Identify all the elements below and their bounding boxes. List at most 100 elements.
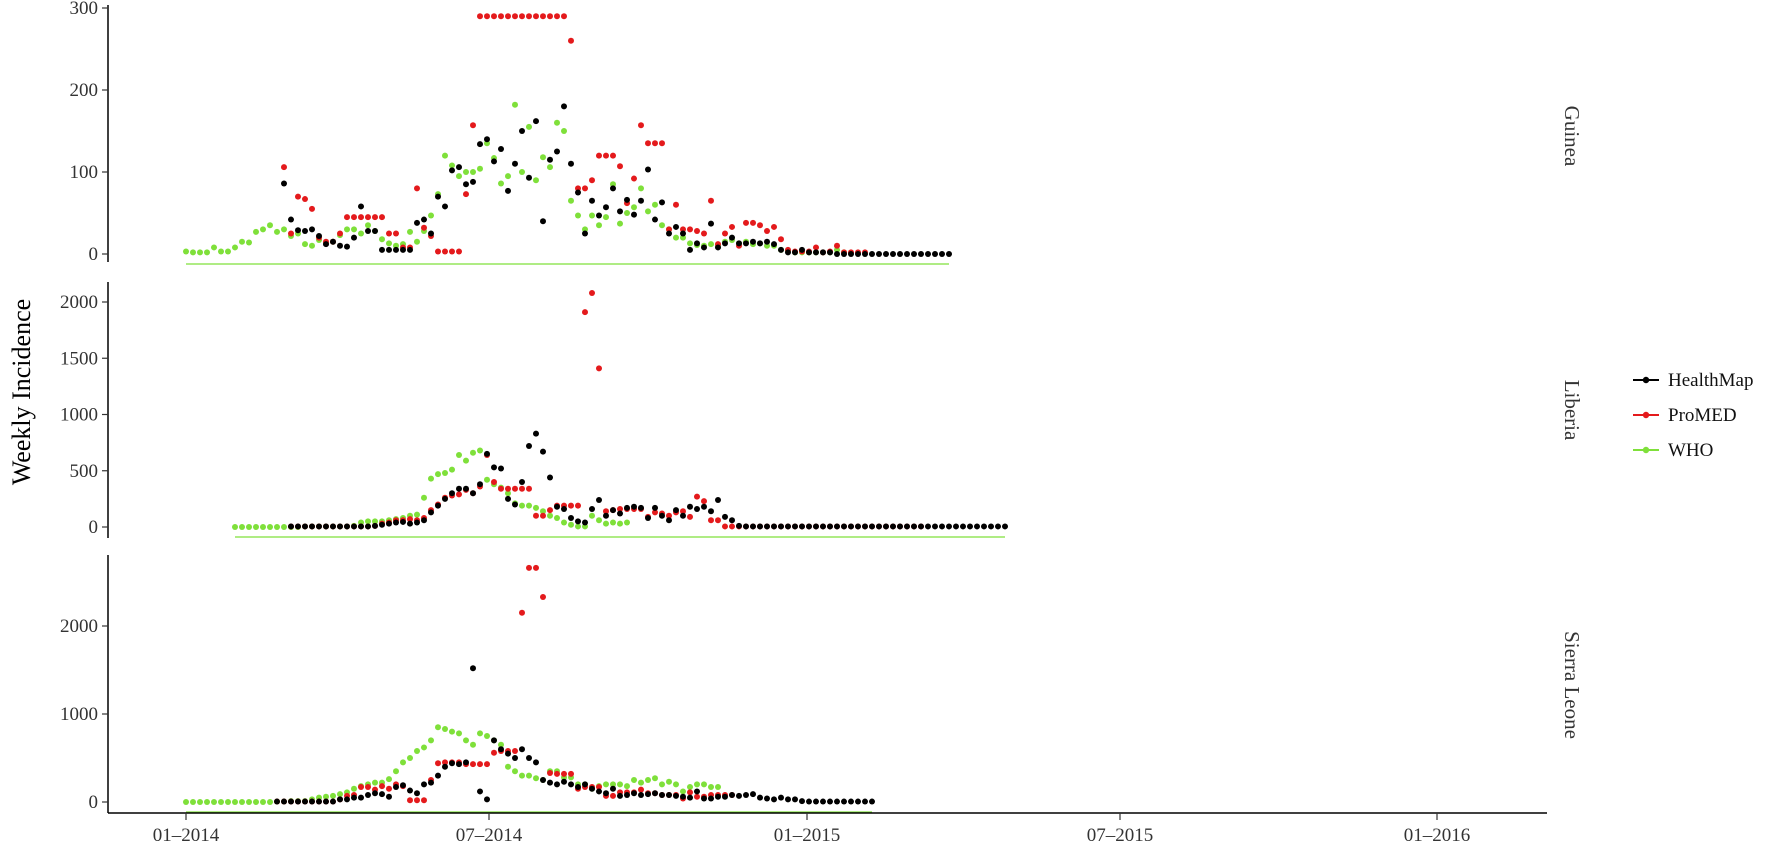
point-healthmap [680, 512, 686, 519]
point-who [631, 777, 637, 783]
point-promed [701, 230, 707, 237]
point-who [652, 775, 658, 782]
point-healthmap [589, 197, 595, 204]
point-healthmap [946, 523, 952, 530]
point-healthmap [358, 203, 364, 210]
point-healthmap [575, 518, 581, 525]
point-healthmap [869, 523, 875, 530]
point-who [449, 728, 455, 735]
point-promed [722, 523, 728, 530]
point-healthmap [337, 523, 343, 530]
point-promed [603, 508, 609, 515]
point-promed [771, 223, 777, 230]
point-healthmap [848, 523, 854, 530]
point-healthmap [799, 246, 805, 253]
point-promed [491, 749, 497, 756]
point-who [512, 768, 518, 775]
point-who [267, 799, 273, 805]
point-who [246, 239, 252, 246]
point-promed [295, 193, 301, 200]
point-healthmap [897, 251, 903, 257]
point-healthmap [568, 515, 574, 521]
point-healthmap [708, 508, 714, 515]
point-who [526, 123, 532, 130]
point-healthmap [750, 523, 756, 530]
point-promed [596, 784, 602, 791]
point-who [505, 173, 511, 180]
point-who [533, 177, 539, 184]
point-healthmap [869, 251, 875, 257]
y-tick-label: 0 [89, 517, 99, 538]
point-healthmap [302, 523, 308, 530]
point-healthmap [442, 763, 448, 770]
point-who [435, 471, 441, 478]
point-healthmap [960, 523, 966, 530]
point-who [701, 781, 707, 788]
point-promed [547, 507, 553, 514]
point-healthmap [918, 523, 924, 530]
point-who [449, 466, 455, 473]
point-healthmap [470, 665, 476, 672]
point-healthmap [687, 503, 693, 510]
point-healthmap [638, 197, 644, 204]
point-promed [442, 759, 448, 766]
point-who [519, 169, 525, 175]
point-healthmap [316, 232, 322, 239]
point-who [498, 741, 504, 748]
point-healthmap [638, 504, 644, 511]
point-promed [708, 517, 714, 524]
point-healthmap [932, 523, 938, 530]
point-promed [512, 485, 518, 492]
point-who [225, 799, 231, 805]
point-promed [519, 13, 525, 20]
point-healthmap [687, 246, 693, 253]
point-healthmap [708, 795, 714, 802]
point-healthmap [365, 791, 371, 798]
point-promed [393, 230, 399, 237]
point-who [596, 222, 602, 229]
point-healthmap [603, 512, 609, 519]
point-healthmap [918, 251, 924, 257]
point-promed [750, 219, 756, 226]
point-healthmap [638, 791, 644, 798]
point-who [687, 784, 693, 791]
point-healthmap [526, 174, 532, 181]
point-healthmap [834, 798, 840, 805]
point-promed [526, 13, 532, 20]
y-tick-label: 2000 [60, 292, 98, 313]
point-healthmap [519, 746, 525, 753]
point-healthmap [883, 251, 889, 257]
strip-label-liberia: Liberia [1560, 380, 1584, 441]
point-healthmap [890, 251, 896, 257]
point-who [225, 248, 231, 255]
point-promed [533, 564, 539, 571]
point-healthmap [344, 523, 350, 530]
point-healthmap [575, 189, 581, 196]
point-healthmap [624, 196, 630, 203]
point-healthmap [589, 506, 595, 512]
x-tick-label: 07–2015 [1087, 825, 1154, 843]
point-promed [519, 609, 525, 616]
point-healthmap [316, 798, 322, 805]
point-who [407, 755, 413, 761]
point-healthmap [428, 230, 434, 237]
point-promed [638, 786, 644, 793]
point-healthmap [827, 523, 833, 530]
x-tick-label: 01–2015 [774, 825, 841, 843]
point-who [351, 785, 357, 792]
point-healthmap [694, 240, 700, 247]
point-healthmap [617, 510, 623, 517]
x-tick-label: 01–2016 [1404, 825, 1471, 843]
point-healthmap [323, 241, 329, 248]
point-healthmap [736, 792, 742, 799]
y-axis-label: Weekly Incidence [7, 299, 36, 485]
point-promed [386, 230, 392, 237]
point-healthmap [806, 798, 812, 805]
point-promed [477, 761, 483, 768]
point-who [610, 519, 616, 526]
legend-marker-who [1642, 446, 1650, 454]
point-healthmap [645, 166, 651, 173]
point-promed [652, 509, 658, 516]
point-healthmap [505, 495, 511, 502]
point-healthmap [673, 792, 679, 799]
